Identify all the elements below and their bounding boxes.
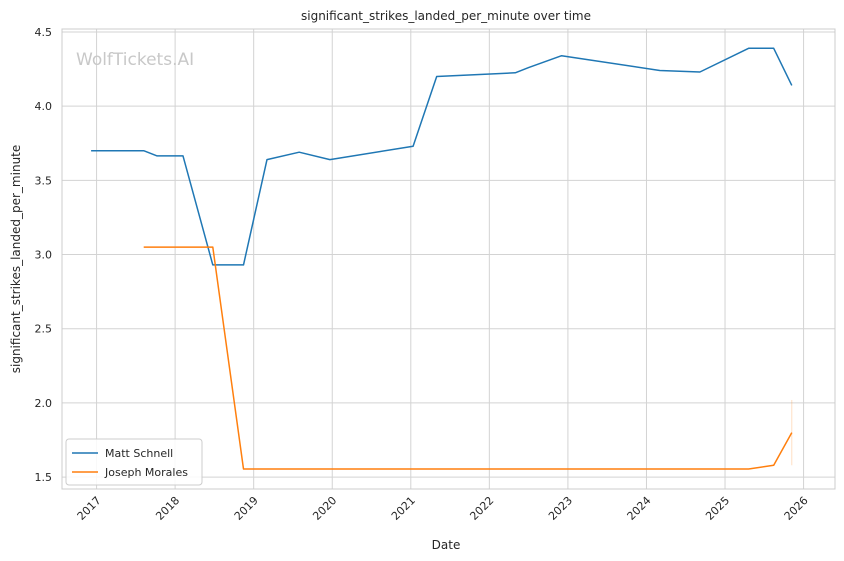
- legend-label-joseph-morales: Joseph Morales: [104, 466, 188, 479]
- x-tick-label: 2017: [75, 494, 104, 523]
- series-line-joseph-morales: [143, 246, 793, 470]
- x-tick-label: 2019: [232, 494, 261, 523]
- y-tick-label: 2.5: [35, 323, 53, 336]
- series-line-matt-schnell: [91, 47, 793, 266]
- legend: Matt Schnell Joseph Morales: [65, 438, 203, 486]
- x-axis-title: Date: [432, 538, 461, 552]
- y-tick-label: 1.5: [35, 471, 53, 484]
- x-tick-label: 2025: [703, 494, 732, 523]
- grid-lines: [62, 29, 835, 489]
- y-tick-label: 3.0: [35, 249, 53, 262]
- y-tick-label: 2.0: [35, 397, 53, 410]
- x-tick-labels: 2017 2018 2019 2020 2021 2022 2023 2024 2025 2026: [75, 494, 811, 523]
- series-lines: [91, 47, 793, 470]
- plot-frame: [61, 28, 836, 490]
- y-tick-label: 4.0: [35, 100, 53, 113]
- x-tick-label: 2021: [389, 494, 418, 523]
- chart-title: significant_strikes_landed_per_minute ov…: [301, 9, 591, 23]
- watermark: WolfTickets.AI: [76, 50, 194, 70]
- x-tick-label: 2022: [467, 494, 496, 523]
- legend-box: [65, 438, 203, 486]
- x-tick-label: 2023: [546, 494, 575, 523]
- y-tick-labels: 1.5 2.0 2.5 3.0 3.5 4.0 4.5: [35, 26, 53, 484]
- legend-label-matt-schnell: Matt Schnell: [105, 447, 173, 460]
- x-tick-label: 2020: [310, 494, 339, 523]
- y-tick-label: 3.5: [35, 174, 53, 187]
- x-tick-label: 2024: [625, 494, 654, 523]
- x-tick-label: 2018: [153, 494, 182, 523]
- y-axis-title: significant_strikes_landed_per_minute: [9, 145, 23, 374]
- y-tick-label: 4.5: [35, 26, 53, 39]
- x-tick-label: 2026: [782, 494, 811, 523]
